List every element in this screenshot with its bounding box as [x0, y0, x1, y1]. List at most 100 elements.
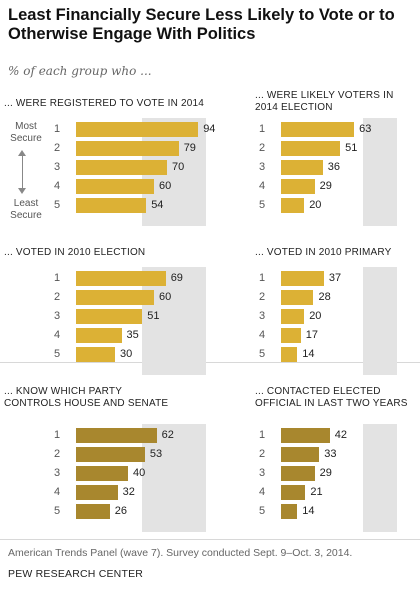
section-divider	[0, 362, 420, 363]
bar	[281, 328, 301, 343]
data-label: 21	[310, 486, 323, 498]
bar	[281, 290, 314, 305]
panel-title: ... WERE REGISTERED TO VOTE IN 2014	[4, 98, 205, 109]
category-label: 1	[53, 272, 61, 284]
category-label: 3	[258, 467, 266, 479]
data-label: 60	[159, 180, 172, 192]
category-label: 1	[258, 429, 266, 441]
bar-row: 5 30	[4, 347, 210, 362]
bar-row: 4 32	[4, 485, 210, 500]
bar	[76, 290, 154, 305]
panel-title: ... CONTACTED ELECTED OFFICIAL IN LAST T…	[255, 386, 408, 409]
category-label: 3	[53, 467, 61, 479]
data-label: 35	[126, 329, 139, 341]
source-note: American Trends Panel (wave 7). Survey c…	[8, 547, 353, 559]
bar-row: 3 36	[255, 160, 415, 175]
data-label: 79	[183, 142, 196, 154]
category-label: 4	[258, 180, 266, 192]
data-label: 53	[149, 448, 163, 460]
category-label: 3	[258, 310, 266, 322]
bar-row: 4 29	[255, 179, 415, 194]
bar	[281, 428, 330, 443]
bar	[76, 347, 115, 362]
category-label: 4	[258, 329, 266, 341]
data-label: 62	[161, 429, 174, 441]
category-label: 1	[258, 272, 266, 284]
bar-track	[363, 424, 397, 532]
data-label: 37	[328, 272, 342, 284]
bar	[281, 271, 324, 286]
section-divider	[0, 539, 420, 540]
bar	[76, 428, 157, 443]
data-label: 51	[147, 310, 160, 322]
category-label: 2	[53, 142, 61, 154]
bar	[76, 328, 122, 343]
bar	[281, 309, 305, 324]
data-label: 30	[120, 348, 133, 360]
bar-track	[363, 267, 397, 375]
data-label: 60	[159, 291, 172, 303]
bar-row: 1 63	[255, 122, 415, 137]
category-label: 2	[258, 448, 266, 460]
category-label: 3	[53, 161, 61, 173]
bar-row: 1 69	[4, 271, 210, 286]
bar	[76, 309, 143, 324]
data-label: 28	[318, 291, 331, 303]
data-label: 14	[302, 348, 315, 360]
credit-line: PEW RESEARCH CENTER	[8, 568, 144, 580]
panel-know-party-control: ... KNOW WHICH PARTY CONTROLS HOUSE AND …	[4, 386, 210, 532]
data-label: 36	[327, 161, 340, 173]
bar	[76, 122, 199, 137]
bar-row: 2 53	[4, 447, 210, 462]
arrow-down-icon	[18, 188, 26, 194]
bar-row: 3 70	[4, 160, 210, 175]
category-label: 5	[258, 348, 266, 360]
category-label: 1	[258, 123, 266, 135]
arrow-up-icon	[18, 150, 26, 156]
data-label: 63	[359, 123, 372, 135]
bar-row: 3 29	[255, 466, 415, 481]
category-label: 2	[258, 291, 266, 303]
category-label: 4	[53, 329, 61, 341]
category-label: 5	[53, 199, 61, 211]
bar	[76, 466, 128, 481]
bar-row: 3 51	[4, 309, 210, 324]
bar-row: 2 33	[255, 447, 415, 462]
bar	[281, 160, 323, 175]
chart-subtitle: % of each group who ...	[8, 64, 152, 78]
bar-row: 3 20	[255, 309, 415, 324]
category-label: 3	[53, 310, 61, 322]
bar	[76, 271, 166, 286]
bar-row: 1 94	[4, 122, 215, 137]
panel-voted-2010-primary: ... VOTED IN 2010 PRIMARY 1 37 2 28 3 20 4 17 5 1…	[255, 240, 415, 375]
chart-title: Least Financially Secure Less Likely to …	[8, 6, 395, 43]
bar	[76, 160, 167, 175]
bar-row: 2 51	[255, 141, 415, 156]
data-label: 40	[133, 467, 146, 479]
bar-row: 4 21	[255, 485, 415, 500]
category-label: 3	[258, 161, 266, 173]
bar-row: 1 42	[255, 428, 415, 443]
data-label: 29	[319, 467, 332, 479]
panel-contacted-official: ... CONTACTED ELECTED OFFICIAL IN LAST T…	[255, 386, 415, 532]
category-label: 4	[53, 180, 61, 192]
bar	[281, 504, 298, 519]
category-label: 5	[53, 505, 61, 517]
category-label: 2	[53, 291, 61, 303]
data-label: 33	[324, 448, 337, 460]
category-label: 1	[53, 123, 61, 135]
category-label: 5	[258, 199, 266, 211]
bar	[76, 504, 110, 519]
data-label: 29	[319, 180, 332, 192]
bar	[76, 198, 147, 213]
data-label: 26	[114, 505, 128, 517]
bar	[281, 198, 305, 213]
scale-label-most-secure: Most Secure	[10, 121, 42, 144]
bar	[76, 141, 179, 156]
data-label: 70	[172, 161, 185, 173]
scale-label-least-secure: Least Secure	[10, 198, 42, 221]
bar-row: 4 35	[4, 328, 210, 343]
data-label: 20	[309, 310, 322, 322]
bar	[76, 179, 154, 194]
bar-row: 2 28	[255, 290, 415, 305]
